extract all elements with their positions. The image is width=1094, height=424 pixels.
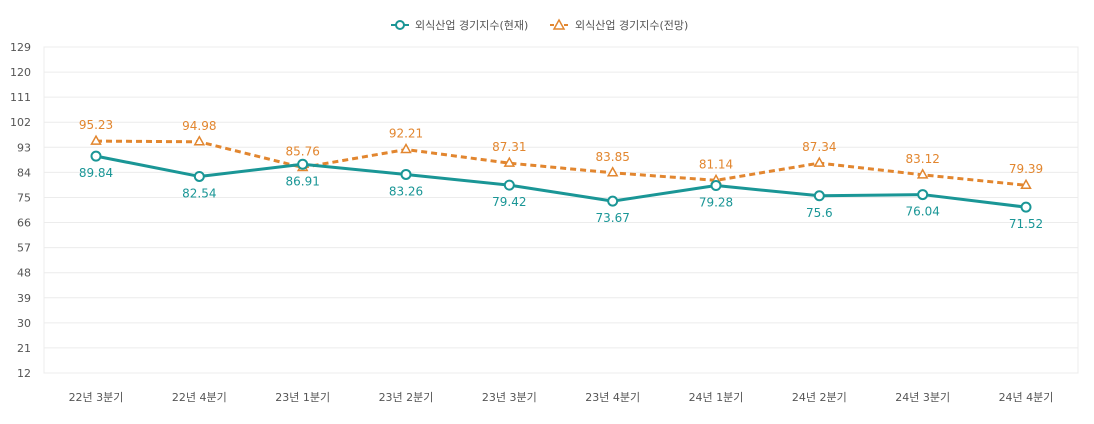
x-tick-label: 22년 3분기 [69, 391, 124, 404]
data-point-current [607, 195, 619, 207]
data-point-current [90, 150, 102, 162]
legend[interactable]: 외식산업 경기지수(현재) 외식산업 경기지수(전망) [391, 18, 688, 32]
data-label-forecast: 85.76 [285, 144, 319, 158]
y-tick-label: 21 [17, 342, 31, 355]
data-label-current: 79.28 [699, 196, 733, 210]
data-label-forecast: 79.39 [1009, 162, 1043, 176]
legend-item-forecast[interactable]: 외식산업 경기지수(전망) [550, 18, 688, 32]
y-tick-label: 84 [17, 166, 31, 179]
x-tick-label: 23년 4분기 [585, 391, 640, 404]
data-label-current: 86.91 [285, 174, 319, 188]
data-label-forecast: 94.98 [182, 119, 216, 133]
y-tick-label: 30 [17, 317, 31, 330]
data-point-forecast [813, 156, 826, 167]
data-point-forecast [916, 168, 929, 179]
data-label-current: 83.26 [389, 184, 423, 198]
data-point-forecast [503, 156, 516, 167]
legend-marker-current [395, 20, 405, 30]
plot-area [43, 46, 1079, 374]
x-tick-label: 24년 1분기 [689, 391, 744, 404]
legend-label-current: 외식산업 경기지수(현재) [415, 19, 528, 32]
y-tick-label: 129 [10, 41, 31, 54]
data-point-current [917, 189, 929, 201]
data-label-forecast: 92.21 [389, 127, 423, 141]
y-tick-label: 39 [17, 292, 31, 305]
series-group [90, 134, 1032, 213]
data-label-current: 89.84 [79, 166, 113, 180]
data-label-forecast: 83.85 [595, 150, 629, 164]
x-tick-label: 24년 4분기 [999, 391, 1054, 404]
data-point-current [503, 179, 515, 191]
data-label-forecast: 83.12 [905, 152, 939, 166]
data-label-current: 79.42 [492, 195, 526, 209]
y-tick-label: 12 [17, 367, 31, 380]
legend-item-current[interactable]: 외식산업 경기지수(현재) [391, 19, 528, 32]
y-tick-label: 75 [17, 191, 31, 204]
x-tick-label: 24년 2분기 [792, 391, 847, 404]
x-tick-label: 23년 1분기 [275, 391, 330, 404]
y-axis-ticks: 12 21 30 39 48 57 66 75 84 93 102 111 120 129 [10, 41, 31, 380]
data-point-forecast [400, 142, 412, 154]
data-point-current [1020, 201, 1032, 213]
data-labels: 95.23 94.98 85.76 92.21 87.31 83.85 81.14 87.34… [79, 118, 1043, 231]
series-line-forecast [95, 139, 1027, 187]
data-label-forecast: 81.14 [699, 157, 733, 171]
y-tick-label: 57 [17, 242, 31, 255]
data-point-current [193, 170, 205, 182]
y-tick-label: 111 [10, 91, 31, 104]
data-point-forecast [606, 166, 619, 177]
data-point-current [297, 158, 309, 170]
legend-marker-forecast [552, 18, 566, 30]
legend-label-forecast: 외식산업 경기지수(전망) [575, 19, 688, 32]
x-tick-label: 22년 4분기 [172, 391, 227, 404]
data-label-forecast: 87.34 [802, 140, 836, 154]
data-label-forecast: 87.31 [492, 140, 526, 154]
y-tick-label: 93 [17, 141, 31, 154]
y-tick-label: 66 [17, 217, 31, 230]
data-label-current: 73.67 [595, 211, 629, 225]
data-label-current: 71.52 [1009, 217, 1043, 231]
data-point-forecast [193, 135, 206, 146]
series-line-current [95, 154, 1027, 209]
data-label-current: 75.6 [806, 206, 833, 220]
y-tick-label: 120 [10, 66, 31, 79]
x-tick-label: 23년 2분기 [379, 391, 434, 404]
data-point-current [710, 180, 722, 192]
y-tick-label: 102 [10, 116, 31, 129]
data-point-forecast [1020, 178, 1032, 189]
x-tick-label: 23년 3분기 [482, 391, 537, 404]
data-label-current: 76.04 [905, 205, 939, 219]
data-point-current [813, 190, 825, 202]
data-label-current: 82.54 [182, 186, 216, 200]
data-point-forecast [90, 134, 102, 145]
data-label-forecast: 95.23 [79, 118, 113, 132]
x-tick-label: 24년 3분기 [895, 391, 950, 404]
x-axis-ticks: 22년 3분기 22년 4분기 23년 1분기 23년 2분기 23년 3분기 23년 4… [69, 391, 1054, 404]
y-tick-label: 48 [17, 267, 31, 280]
data-point-current [400, 168, 412, 180]
